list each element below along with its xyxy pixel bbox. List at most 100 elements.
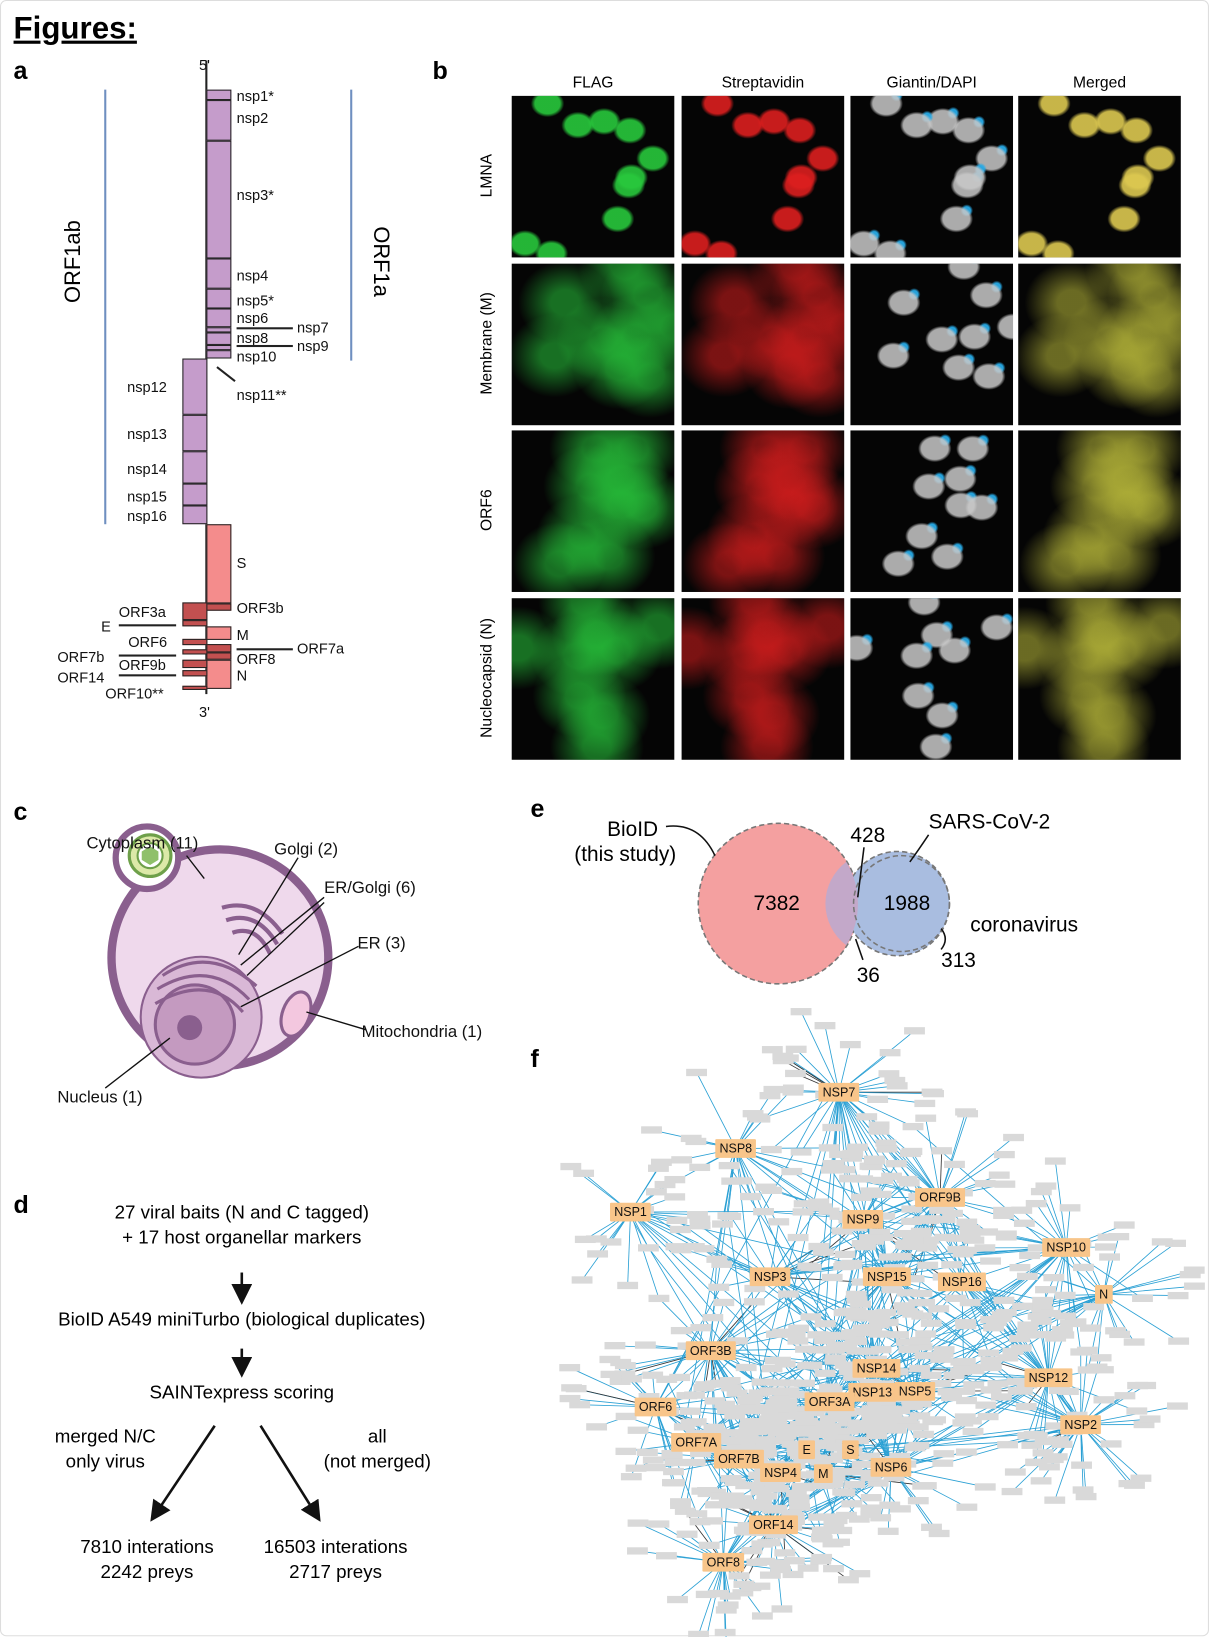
prey-node [798,1564,819,1571]
prey-node [690,1324,711,1331]
prey-node [586,1235,607,1242]
prey-node [816,1513,837,1520]
prey-node [911,1400,932,1407]
prey-node [566,1385,587,1392]
prey-node [914,1100,935,1107]
bait-node: NSP8 [715,1139,756,1158]
prey-node [801,1264,822,1271]
prey-node [716,1606,737,1613]
prey-node [674,1423,695,1430]
prey-node [870,1514,891,1521]
prey-node [963,1428,984,1435]
prey-node [754,1436,775,1443]
prey-node [915,1330,936,1337]
prey-node [664,1479,685,1486]
prey-node [685,1459,706,1466]
prey-node [954,1388,975,1395]
prey-node [823,1565,844,1572]
prey-node [865,1157,886,1164]
prey-node [702,1314,723,1321]
prey-node [915,1115,936,1122]
prey-node [638,1244,659,1251]
bait-node: ORF3B [686,1341,736,1360]
bait-node: NSP12 [1024,1368,1072,1387]
prey-node [881,1173,902,1180]
prey-node [898,1346,919,1353]
prey-node [651,1159,672,1166]
prey-node [813,1249,834,1256]
prey-node [941,1261,962,1268]
prey-node [862,1234,883,1241]
prey-node [862,1419,883,1426]
prey-node [754,1558,775,1565]
prey-node [560,1163,581,1170]
prey-node [770,1357,791,1364]
prey-node [823,1540,844,1547]
prey-node [586,1423,607,1430]
prey-node [908,1497,929,1504]
prey-node [1101,1440,1122,1447]
prey-node [829,1332,850,1339]
prey-node [911,1228,932,1235]
bait-node: ORF3A [805,1392,855,1411]
prey-node [721,1406,742,1413]
prey-node [933,1450,954,1457]
prey-node [741,1547,762,1554]
prey-node [960,1299,981,1306]
prey-node [871,1346,892,1353]
prey-node [663,1468,684,1475]
prey-node [713,1299,734,1306]
prey-node [824,1347,845,1354]
prey-node [721,1177,742,1184]
bait-node: ORF7B [714,1450,764,1469]
prey-node [899,1179,920,1186]
prey-node [789,1498,810,1505]
prey-node [886,1160,907,1167]
prey-node [671,1327,692,1334]
prey-node [791,1148,812,1155]
prey-node [963,1237,984,1244]
prey-node [797,1362,818,1369]
prey-node [840,1041,861,1048]
prey-node [749,1504,770,1511]
prey-node [822,1274,843,1281]
prey-node [944,1161,965,1168]
prey-node [1076,1493,1097,1500]
prey-node [664,1459,685,1466]
prey-node [869,1330,890,1337]
prey-node [815,1370,836,1377]
prey-node [1115,1392,1136,1399]
prey-node [825,1357,846,1364]
prey-node [811,1554,832,1561]
prey-node [649,1295,670,1302]
prey-node [981,1386,1002,1393]
prey-node [852,1461,873,1468]
prey-node [783,1084,804,1091]
prey-node [997,1441,1018,1448]
prey-node [877,1145,898,1152]
prey-node [1168,1337,1189,1344]
prey-node [1124,1482,1145,1489]
prey-node [1132,1295,1153,1302]
prey-node [1045,1157,1066,1164]
prey-node [1014,1220,1035,1227]
prey-node [884,1077,905,1084]
prey-node [929,1530,950,1537]
prey-node [1140,1415,1161,1422]
prey-node [719,1162,740,1169]
prey-node [740,1193,761,1200]
prey-node [878,1528,899,1535]
prey-node [836,1512,857,1519]
prey-node [975,1483,996,1490]
prey-node [699,1542,720,1549]
prey-node [1017,1273,1038,1280]
prey-node [991,1393,1012,1400]
prey-node [879,1070,900,1077]
prey-node [792,1483,813,1490]
prey-node [604,1342,625,1349]
prey-node [788,1234,809,1241]
prey-node [886,1426,907,1433]
prey-node [855,1243,876,1250]
prey-node [1043,1456,1064,1463]
prey-node [1167,1402,1188,1409]
